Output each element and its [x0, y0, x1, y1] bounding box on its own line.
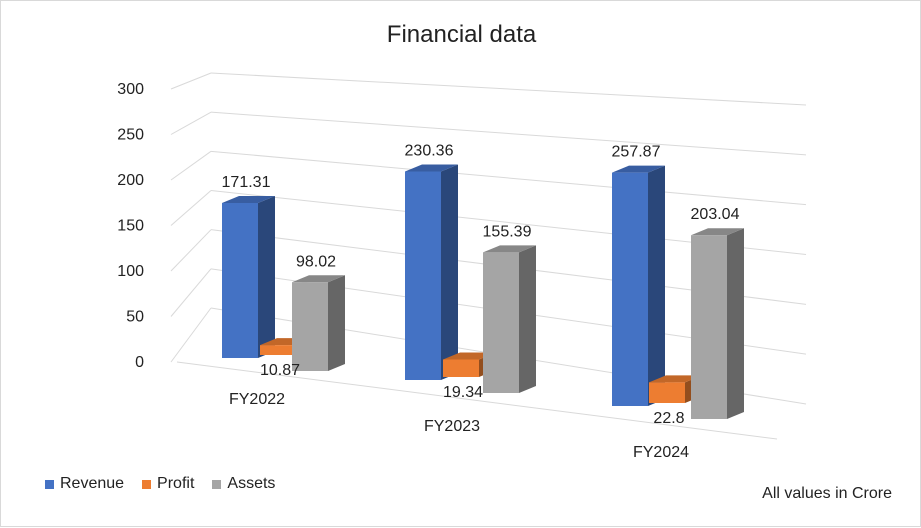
- y-tick-label: 200: [117, 172, 144, 189]
- data-label: 230.36: [405, 143, 454, 160]
- data-label: 98.02: [296, 253, 336, 270]
- data-label: 257.87: [612, 144, 661, 161]
- bar-front: [691, 235, 727, 419]
- gridline-side-150: [170, 190, 212, 226]
- bars: [222, 164, 744, 419]
- x-axis: FY2022 FY2023 FY2024: [229, 391, 689, 461]
- bar-front: [443, 359, 479, 377]
- gridline-300: [210, 72, 807, 106]
- legend: Revenue Profit Assets: [45, 475, 275, 493]
- data-labels: 171.31 10.87 98.02 230.36 19.34 155.39 257.87 2…: [222, 143, 740, 427]
- legend-label-assets: Assets: [227, 475, 276, 492]
- bar-front: [483, 252, 519, 393]
- legend-swatch-revenue: [45, 479, 54, 489]
- bar-assets-fy2022: [292, 275, 345, 371]
- bar-revenue-fy2022: [222, 195, 275, 358]
- gridline-250: [210, 111, 807, 156]
- bar-side: [441, 164, 458, 380]
- legend-swatch-assets: [212, 479, 222, 489]
- bar-front: [292, 282, 328, 371]
- bar-top: [649, 375, 702, 383]
- data-label: 203.04: [691, 206, 740, 223]
- bar-side: [258, 195, 275, 358]
- legend-item-profit: Profit: [142, 475, 194, 493]
- chart-title: Financial data: [386, 21, 537, 48]
- data-label: 10.87: [260, 362, 300, 379]
- bar-front: [222, 202, 258, 358]
- bar-front: [649, 382, 685, 403]
- legend-label-revenue: Revenue: [60, 475, 125, 492]
- bar-side: [648, 165, 665, 406]
- gridline-side-300: [170, 72, 212, 90]
- bar-top: [691, 228, 744, 236]
- x-tick-label: FY2024: [633, 444, 689, 461]
- bar-front: [405, 171, 441, 380]
- x-tick-label: FY2022: [229, 391, 285, 408]
- bar-front: [260, 345, 296, 355]
- gridline-side-200: [170, 150, 212, 181]
- bar-side: [328, 275, 345, 371]
- bar-top: [443, 352, 496, 360]
- y-tick-label: 150: [117, 218, 144, 235]
- bar-top: [612, 165, 665, 173]
- bar-top: [292, 275, 345, 283]
- y-axis: 0 50 100 150 200 250 300: [117, 81, 144, 371]
- x-tick-label: FY2023: [424, 418, 480, 435]
- legend-swatch-profit: [142, 479, 152, 489]
- floor-front-edge: [176, 361, 778, 440]
- gridline-side-50: [170, 268, 212, 317]
- y-tick-label: 100: [117, 263, 144, 280]
- data-label: 19.34: [443, 384, 483, 401]
- gridline-side-100: [170, 229, 212, 272]
- y-tick-label: 300: [117, 81, 144, 98]
- units-footnote: All values in Crore: [762, 485, 892, 502]
- bar-assets-fy2023: [483, 245, 536, 393]
- bar-revenue-fy2024: [612, 165, 665, 406]
- gridline-200: [210, 150, 807, 206]
- bar-side: [727, 228, 744, 419]
- y-tick-label: 0: [135, 354, 144, 371]
- bar-top: [483, 245, 536, 253]
- y-tick-label: 50: [126, 309, 144, 326]
- legend-label-profit: Profit: [157, 475, 195, 492]
- gridline-side-0: [170, 307, 212, 363]
- data-label: 171.31: [222, 174, 271, 191]
- legend-item-revenue: Revenue: [45, 475, 124, 493]
- bar-assets-fy2024: [691, 228, 744, 419]
- y-tick-label: 250: [117, 127, 144, 144]
- bar-top: [222, 195, 275, 203]
- bar-revenue-fy2023: [405, 164, 458, 380]
- legend-item-assets: Assets: [212, 475, 275, 493]
- data-label: 22.8: [653, 410, 684, 427]
- gridline-side-250: [170, 111, 212, 135]
- data-label: 155.39: [483, 223, 532, 240]
- bar-top: [405, 164, 458, 172]
- bar-front: [612, 172, 648, 406]
- bar-side: [519, 245, 536, 393]
